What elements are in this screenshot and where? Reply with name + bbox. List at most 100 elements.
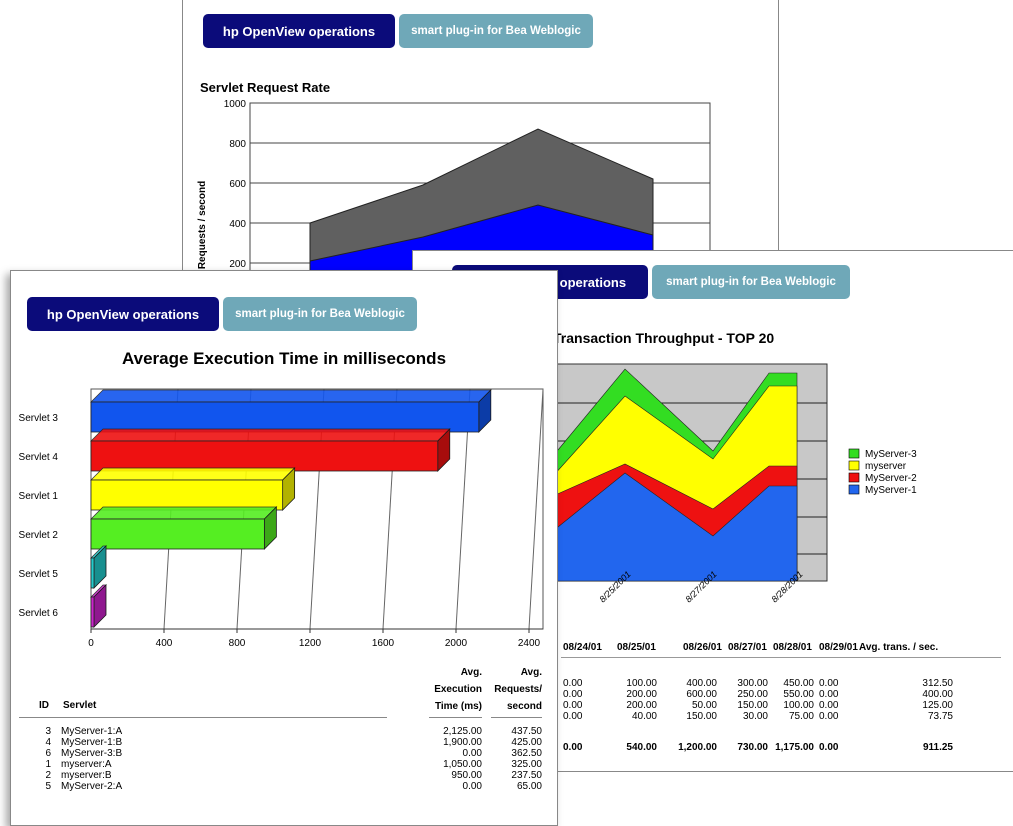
exec-rule-req xyxy=(491,717,542,718)
throughput-cell: 400.00 xyxy=(922,689,953,700)
exec-xtick-label: 2000 xyxy=(445,638,468,649)
throughput-total-cell: 730.00 xyxy=(737,742,768,753)
throughput-cell: 200.00 xyxy=(626,700,657,711)
legend-swatch-myserver xyxy=(848,460,860,471)
hp-openview-label: hp OpenView operations xyxy=(222,23,376,39)
hp-openview-label-3: hp OpenView operations xyxy=(46,306,200,322)
smart-plugin-button-2[interactable]: smart plug-in for Bea Weblogic xyxy=(652,265,850,299)
throughput-cell: 550.00 xyxy=(783,689,814,700)
exec-row-req: 437.50 xyxy=(511,726,542,737)
exec-row-id: 5 xyxy=(45,781,51,792)
hp-openview-button-3[interactable]: hp OpenView operations xyxy=(27,297,219,331)
throughput-cell: 150.00 xyxy=(686,711,717,722)
throughput-cell: 73.75 xyxy=(927,711,953,722)
exec-row-req: 325.00 xyxy=(511,759,542,770)
legend-swatch-myserver-3 xyxy=(848,448,860,459)
exec-row-id: 2 xyxy=(45,770,51,781)
area-myserver-1 xyxy=(552,472,798,582)
exec-category-label: Servlet 1 xyxy=(19,491,59,502)
exec-table: ID Servlet Avg. Execution Time (ms) Avg.… xyxy=(11,271,557,825)
exec-row-exec: 1,900.00 xyxy=(443,737,482,748)
throughput-col-header: 08/29/01 xyxy=(819,642,858,653)
smart-plugin-button-3[interactable]: smart plug-in for Bea Weblogic xyxy=(223,297,417,331)
legend-label-myserver-2: MyServer-2 xyxy=(865,473,917,484)
throughput-legend: MyServer-3 myserver MyServer-2 MyServer-… xyxy=(848,448,917,496)
exec-rule-exec xyxy=(429,717,482,718)
exec-bar xyxy=(90,440,439,472)
throughput-title: Transaction Throughput - TOP 20 xyxy=(553,330,775,346)
request-rate-plot-frame xyxy=(249,102,711,300)
exec-xtick-label: 2400 xyxy=(518,638,541,649)
smart-plugin-label-3: smart plug-in for Bea Weblogic xyxy=(235,308,405,320)
exec-time-chart: Servlet 3 Servlet 4 Servlet 1 Servlet 2 Serv… xyxy=(19,388,544,649)
legend-label-myserver: myserver xyxy=(865,461,907,472)
throughput-cell: 30.00 xyxy=(742,711,768,722)
exec-col-req-3: second xyxy=(506,701,542,712)
throughput-cell: 125.00 xyxy=(922,700,953,711)
hp-openview-button[interactable]: hp OpenView operations xyxy=(203,14,395,48)
exec-bar xyxy=(90,596,95,628)
request-rate-ytick: 600 xyxy=(229,179,246,190)
throughput-cell: 250.00 xyxy=(737,689,768,700)
throughput-col-header: 08/28/01 xyxy=(773,642,812,653)
exec-xtick-label: 400 xyxy=(156,638,173,649)
throughput-cell: 0.00 xyxy=(819,689,839,700)
exec-row-exec: 2,125.00 xyxy=(443,726,482,737)
smart-plugin-label: smart plug-in for Bea Weblogic xyxy=(411,25,581,37)
exec-row-id: 6 xyxy=(45,748,51,759)
exec-row-servlet: myserver:B xyxy=(61,770,112,781)
throughput-cell: 0.00 xyxy=(563,689,583,700)
smart-plugin-button[interactable]: smart plug-in for Bea Weblogic xyxy=(399,14,593,48)
throughput-chart: 8/25/2001 8/27/2001 8/28/2001 MyServer-3… xyxy=(512,363,917,604)
exec-row-id: 1 xyxy=(45,759,51,770)
request-rate-ytick: 1000 xyxy=(224,99,247,110)
throughput-cell: 450.00 xyxy=(783,678,814,689)
exec-bar xyxy=(90,518,265,550)
throughput-cell: 50.00 xyxy=(691,700,717,711)
legend-label-myserver-1: MyServer-1 xyxy=(865,485,917,496)
throughput-header-rule xyxy=(561,657,1001,658)
throughput-cell: 100.00 xyxy=(626,678,657,689)
throughput-col-header: 08/26/01 xyxy=(683,642,722,653)
exec-row-exec: 1,050.00 xyxy=(443,759,482,770)
throughput-cell: 312.50 xyxy=(922,678,953,689)
exec-col-exec-2: Execution xyxy=(434,684,482,695)
exec-col-req-2: Requests/ xyxy=(494,684,542,695)
exec-row-req: 237.50 xyxy=(511,770,542,781)
throughput-col-header: Avg. trans. / sec. xyxy=(859,642,939,653)
exec-col-req-1: Avg. xyxy=(520,667,542,678)
exec-category-label: Servlet 6 xyxy=(19,608,59,619)
exec-xtick-label: 800 xyxy=(229,638,246,649)
throughput-total-cell: 540.00 xyxy=(626,742,657,753)
throughput-cell: 0.00 xyxy=(563,678,583,689)
exec-row-req: 65.00 xyxy=(516,781,542,792)
exec-col-servlet: Servlet xyxy=(63,700,97,711)
throughput-cell: 75.00 xyxy=(788,711,814,722)
throughput-cell: 300.00 xyxy=(737,678,768,689)
exec-row-exec: 0.00 xyxy=(462,781,482,792)
exec-row-req: 425.00 xyxy=(511,737,542,748)
throughput-col-header: 08/24/01 xyxy=(563,642,602,653)
exec-bar xyxy=(90,557,95,589)
exec-row-id: 4 xyxy=(45,737,51,748)
request-rate-ytick: 400 xyxy=(229,219,246,230)
exec-row-servlet: myserver:A xyxy=(61,759,112,770)
request-rate-ytick: 200 xyxy=(229,259,246,270)
throughput-col-header: 08/25/01 xyxy=(617,642,656,653)
throughput-total-cell: 0.00 xyxy=(563,742,583,753)
throughput-table: 08/24/01 08/25/01 08/26/01 08/27/01 08/28/01… xyxy=(413,251,1013,771)
throughput-cell: 600.00 xyxy=(686,689,717,700)
exec-time-panel: hp OpenView operations smart plug-in for… xyxy=(10,270,558,826)
throughput-cell: 200.00 xyxy=(626,689,657,700)
exec-category-label: Servlet 5 xyxy=(19,569,59,580)
exec-bar xyxy=(90,401,480,433)
throughput-cell: 150.00 xyxy=(737,700,768,711)
request-rate-ylabel: Requests / second xyxy=(197,181,208,269)
throughput-cell: 0.00 xyxy=(819,678,839,689)
smart-plugin-label-2: smart plug-in for Bea Weblogic xyxy=(666,276,836,288)
exec-row-servlet: MyServer-1:B xyxy=(61,737,123,748)
throughput-cell: 100.00 xyxy=(783,700,814,711)
exec-rule-left xyxy=(19,717,387,718)
throughput-cell: 0.00 xyxy=(563,700,583,711)
throughput-col-header: 08/27/01 xyxy=(728,642,767,653)
